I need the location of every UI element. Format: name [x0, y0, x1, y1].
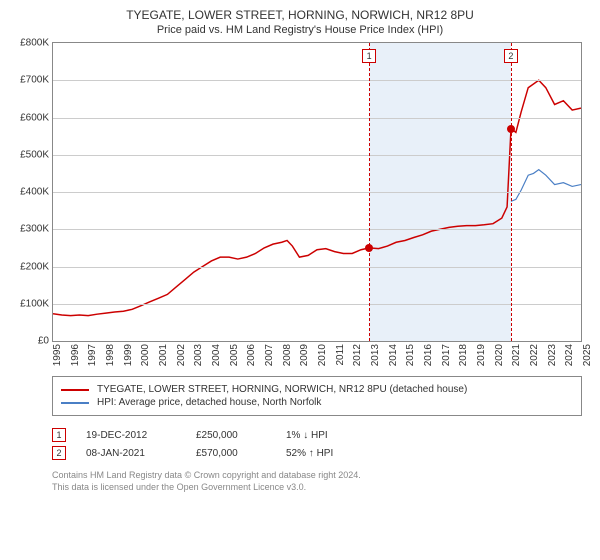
legend-label: TYEGATE, LOWER STREET, HORNING, NORWICH,…	[97, 384, 467, 395]
footer-credits: Contains HM Land Registry data © Crown c…	[52, 470, 590, 493]
gridline	[53, 192, 581, 193]
footer-line-2: This data is licensed under the Open Gov…	[52, 482, 590, 494]
chart-container: TYEGATE, LOWER STREET, HORNING, NORWICH,…	[0, 0, 600, 560]
x-tick-label: 2012	[352, 344, 363, 366]
legend-swatch	[61, 389, 89, 391]
gridline	[53, 80, 581, 81]
x-tick-label: 2024	[564, 344, 575, 366]
x-tick-label: 2006	[246, 344, 257, 366]
gridline	[53, 155, 581, 156]
x-tick-label: 2022	[529, 344, 540, 366]
marker-line-1	[369, 43, 370, 341]
marker-box-2: 2	[504, 49, 518, 63]
x-tick-label: 2010	[317, 344, 328, 366]
x-tick-label: 2003	[193, 344, 204, 366]
gridline	[53, 118, 581, 119]
series-property	[53, 80, 581, 315]
x-tick-label: 2015	[405, 344, 416, 366]
legend-item: TYEGATE, LOWER STREET, HORNING, NORWICH,…	[61, 384, 573, 395]
sales-date: 08-JAN-2021	[86, 448, 176, 459]
chart-title: TYEGATE, LOWER STREET, HORNING, NORWICH,…	[10, 8, 590, 22]
y-tick-label: £0	[11, 336, 53, 347]
marker-line-2	[511, 43, 512, 341]
sales-diff: 1% ↓ HPI	[286, 430, 366, 441]
gridline	[53, 267, 581, 268]
x-tick-label: 2013	[370, 344, 381, 366]
y-tick-label: £400K	[11, 187, 53, 198]
marker-box-1: 1	[362, 49, 376, 63]
x-tick-label: 2014	[388, 344, 399, 366]
y-tick-label: £800K	[11, 38, 53, 49]
sales-date: 19-DEC-2012	[86, 430, 176, 441]
y-tick-label: £100K	[11, 298, 53, 309]
gridline	[53, 304, 581, 305]
x-tick-label: 2004	[211, 344, 222, 366]
x-tick-label: 1999	[123, 344, 134, 366]
series-hpi	[511, 170, 581, 202]
marker-dot-1	[365, 244, 373, 252]
x-tick-label: 2020	[494, 344, 505, 366]
x-tick-label: 2021	[511, 344, 522, 366]
y-tick-label: £200K	[11, 261, 53, 272]
sales-table: 1 19-DEC-2012 £250,000 1% ↓ HPI 2 08-JAN-2021…	[52, 424, 582, 464]
x-tick-label: 2009	[299, 344, 310, 366]
plot-region: £0£100K£200K£300K£400K£500K£600K£700K£80…	[52, 42, 582, 342]
legend-item: HPI: Average price, detached house, Nort…	[61, 397, 573, 408]
legend-label: HPI: Average price, detached house, Nort…	[97, 397, 321, 408]
chart-area: £0£100K£200K£300K£400K£500K£600K£700K£80…	[52, 42, 582, 372]
x-tick-label: 1995	[52, 344, 63, 366]
y-tick-label: £700K	[11, 75, 53, 86]
x-tick-label: 1998	[105, 344, 116, 366]
x-tick-label: 2011	[335, 344, 346, 366]
y-tick-label: £600K	[11, 112, 53, 123]
y-tick-label: £500K	[11, 149, 53, 160]
footer-line-1: Contains HM Land Registry data © Crown c…	[52, 470, 590, 482]
sales-price: £570,000	[196, 448, 266, 459]
x-tick-label: 1996	[70, 344, 81, 366]
x-tick-label: 2016	[423, 344, 434, 366]
x-tick-label: 2019	[476, 344, 487, 366]
sales-marker: 2	[52, 446, 66, 460]
legend-swatch	[61, 402, 89, 404]
x-tick-label: 2018	[458, 344, 469, 366]
x-tick-label: 2025	[582, 344, 593, 366]
x-tick-label: 2007	[264, 344, 275, 366]
marker-dot-2	[507, 125, 515, 133]
x-tick-label: 2008	[282, 344, 293, 366]
sales-diff: 52% ↑ HPI	[286, 448, 366, 459]
y-tick-label: £300K	[11, 224, 53, 235]
x-tick-label: 2002	[176, 344, 187, 366]
sales-marker: 1	[52, 428, 66, 442]
sales-price: £250,000	[196, 430, 266, 441]
x-tick-label: 1997	[87, 344, 98, 366]
chart-subtitle: Price paid vs. HM Land Registry's House …	[10, 24, 590, 36]
legend-box: TYEGATE, LOWER STREET, HORNING, NORWICH,…	[52, 376, 582, 416]
x-tick-label: 2023	[547, 344, 558, 366]
x-tick-label: 2000	[140, 344, 151, 366]
gridline	[53, 229, 581, 230]
sales-row: 1 19-DEC-2012 £250,000 1% ↓ HPI	[52, 428, 582, 442]
sales-row: 2 08-JAN-2021 £570,000 52% ↑ HPI	[52, 446, 582, 460]
x-tick-label: 2005	[229, 344, 240, 366]
x-tick-label: 2001	[158, 344, 169, 366]
x-tick-label: 2017	[441, 344, 452, 366]
